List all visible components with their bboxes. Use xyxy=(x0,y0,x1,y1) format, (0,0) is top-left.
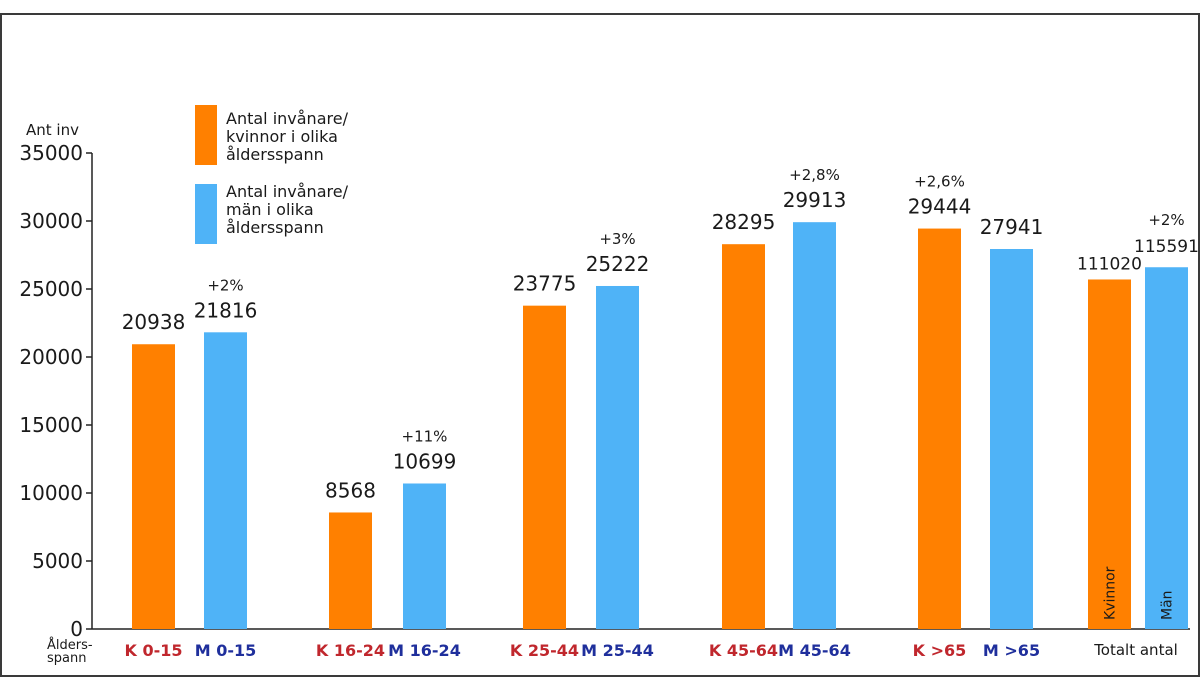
bar xyxy=(793,222,836,629)
x-tick-label: M >65 xyxy=(983,641,1040,660)
legend: Antal invånare/kvinnor i olikaåldersspan… xyxy=(195,105,349,244)
bar-change-label: +3% xyxy=(599,230,635,248)
bars: 20938 K 0-15 21816 +2% M 0-15 8568 K 16-24 1069… xyxy=(122,166,1199,660)
total-bar-man xyxy=(1145,267,1188,629)
bar xyxy=(596,285,639,629)
legend-swatch xyxy=(195,105,217,165)
bar-value-label: 20938 xyxy=(122,310,186,334)
legend-label: Antal invånare/ xyxy=(226,182,349,201)
x-tick-label: M 25-44 xyxy=(581,641,654,660)
legend-label: män i olika xyxy=(226,200,314,219)
x-tick-label: K 0-15 xyxy=(124,641,182,660)
y-axis: 0 5000 10000 15000 20000 25000 30000 35000 Ant i… xyxy=(19,121,1190,666)
legend-swatch xyxy=(195,184,217,244)
legend-label: kvinnor i olika xyxy=(226,127,338,146)
x-tick-label: Totalt antal xyxy=(1093,641,1178,659)
bar-change-label: +11% xyxy=(402,427,448,445)
x-tick-label: K 25-44 xyxy=(510,641,579,660)
y-tick-label: 30000 xyxy=(19,209,83,233)
x-axis-title: Ålders- xyxy=(47,637,93,653)
y-tick-label: 25000 xyxy=(19,277,83,301)
x-axis-title: spann xyxy=(47,651,86,666)
y-tick-label: 0 xyxy=(70,617,83,641)
bar xyxy=(722,244,765,630)
bar-value-label: 29444 xyxy=(908,195,972,219)
x-tick-label: M 16-24 xyxy=(388,641,461,660)
y-axis-title: Ant inv xyxy=(26,121,79,139)
bar xyxy=(918,228,961,630)
legend-label: åldersspann xyxy=(226,145,324,164)
x-tick-label: M 45-64 xyxy=(778,641,851,660)
total-change-label: +2% xyxy=(1148,211,1184,229)
bar-value-label: 28295 xyxy=(712,210,776,234)
bar xyxy=(403,483,446,629)
x-tick-label: K >65 xyxy=(913,641,967,660)
total-value-label: 115591 xyxy=(1134,237,1199,257)
total-inner-label: Män xyxy=(1160,590,1176,620)
y-tick-label: 20000 xyxy=(19,345,83,369)
y-tick-label: 5000 xyxy=(32,549,83,573)
bar-change-label: +2,8% xyxy=(789,166,840,184)
legend-label: åldersspann xyxy=(226,218,324,237)
bar-value-label: 10699 xyxy=(393,449,457,473)
bar-value-label: 29913 xyxy=(783,188,847,212)
x-tick-label: K 16-24 xyxy=(316,641,385,660)
bar-change-label: +2,6% xyxy=(914,173,965,191)
x-tick-label: K 45-64 xyxy=(709,641,778,660)
bar xyxy=(990,249,1033,630)
bar xyxy=(329,512,372,629)
bar-value-label: 23775 xyxy=(513,272,577,296)
total-value-label: 111020 xyxy=(1077,254,1142,274)
y-tick-label: 35000 xyxy=(19,141,83,165)
total-inner-label: Kvinnor xyxy=(1103,566,1119,620)
y-tick-label: 15000 xyxy=(19,413,83,437)
legend-label: Antal invånare/ xyxy=(226,109,349,128)
bar-change-label: +2% xyxy=(207,276,243,294)
bar-value-label: 27941 xyxy=(980,215,1044,239)
bar-value-label: 25222 xyxy=(586,252,650,276)
bar xyxy=(204,332,247,629)
bar xyxy=(132,344,175,629)
total-bar-kvinnor xyxy=(1088,279,1131,629)
y-tick-label: 10000 xyxy=(19,481,83,505)
x-tick-label: M 0-15 xyxy=(195,641,257,660)
bar-value-label: 8568 xyxy=(325,478,376,502)
bar xyxy=(523,305,566,629)
bar-value-label: 21816 xyxy=(194,298,258,322)
